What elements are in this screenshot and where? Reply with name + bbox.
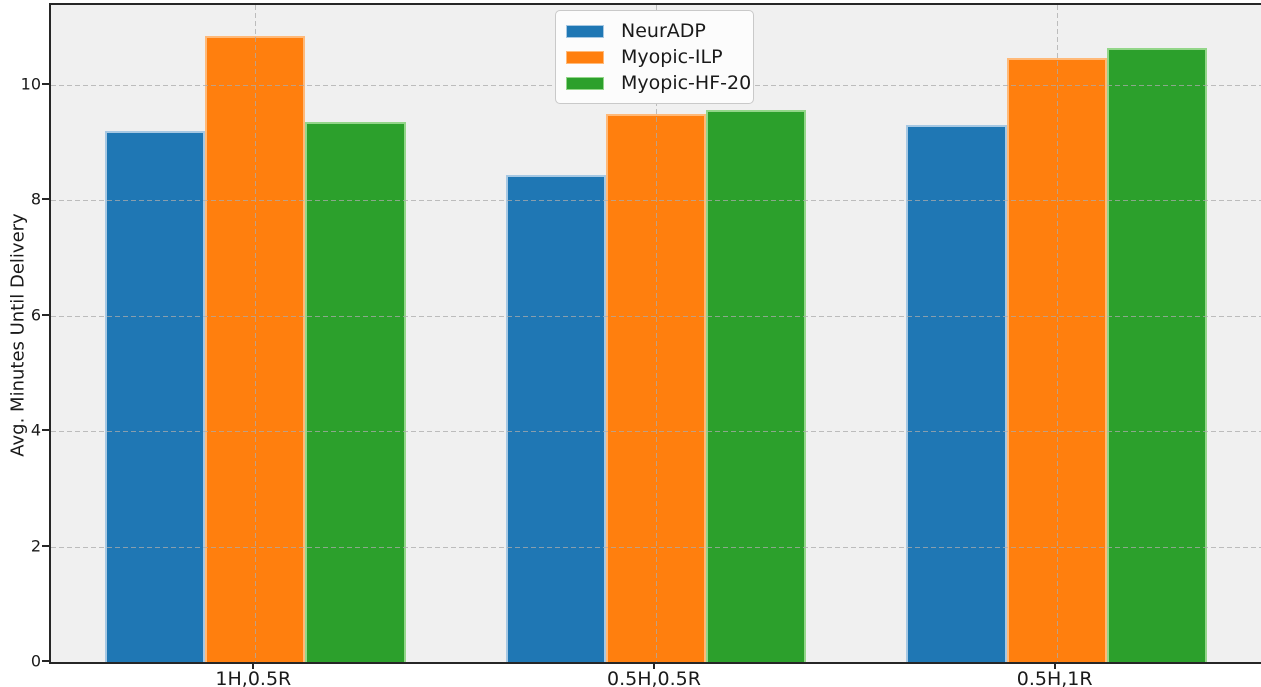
legend-label: NeurADP [621, 19, 706, 42]
y-tick-label: 6 [30, 305, 41, 325]
x-tick-label: 0.5H,1R [1016, 668, 1093, 687]
bar-neuradp-0.5h,0.5r [505, 175, 606, 662]
x-tick-label: 0.5H,0.5R [607, 668, 701, 687]
legend: NeurADP Myopic-ILP Myopic-HF-20 [555, 10, 754, 104]
y-tick-label: 4 [30, 420, 41, 440]
legend-swatch-neuradp [566, 24, 604, 38]
bar-neuradp-1h,0.5r [105, 130, 206, 662]
legend-label: Myopic-ILP [621, 45, 723, 68]
legend-label: Myopic-HF-20 [621, 71, 752, 94]
bar-myopic-hf-20-0.5h,0.5r [706, 110, 807, 662]
y-tick-label: 8 [30, 189, 41, 209]
x-tick-mark [653, 662, 655, 669]
bar-myopic-ilp-0.5h,0.5r [605, 113, 707, 662]
legend-item-myopic-hf-20: Myopic-HF-20 [566, 70, 751, 96]
bar-myopic-hf-20-0.5h,1r [1106, 47, 1207, 662]
y-tick-mark [42, 198, 49, 201]
bar-myopic-ilp-1h,0.5r [205, 36, 306, 662]
y-tick-mark [42, 82, 49, 85]
x-tick-mark [252, 662, 255, 669]
y-tick-mark [42, 429, 49, 432]
y-tick-mark [42, 660, 49, 662]
legend-item-myopic-ilp: Myopic-ILP [566, 44, 743, 70]
y-tick-mark [42, 544, 49, 547]
x-tick-mark [1053, 662, 1056, 669]
y-tick-label: 10 [20, 74, 41, 94]
legend-swatch-myopic-hf-20 [566, 76, 604, 90]
legend-swatch-myopic-ilp [566, 50, 604, 64]
y-axis-label: Avg. Minutes Until Delivery [8, 213, 29, 456]
y-tick-label: 0 [30, 651, 41, 671]
bar-myopic-hf-20-1h,0.5r [305, 121, 406, 662]
bar-neuradp-0.5h,1r [906, 125, 1007, 662]
legend-item-neuradp: NeurADP [566, 18, 743, 44]
y-tick-mark [42, 313, 49, 316]
x-tick-label: 1H,0.5R [215, 668, 292, 687]
y-tick-label: 2 [30, 536, 41, 556]
plot-area [49, 3, 1261, 664]
bar-myopic-ilp-0.5h,1r [1006, 57, 1107, 662]
